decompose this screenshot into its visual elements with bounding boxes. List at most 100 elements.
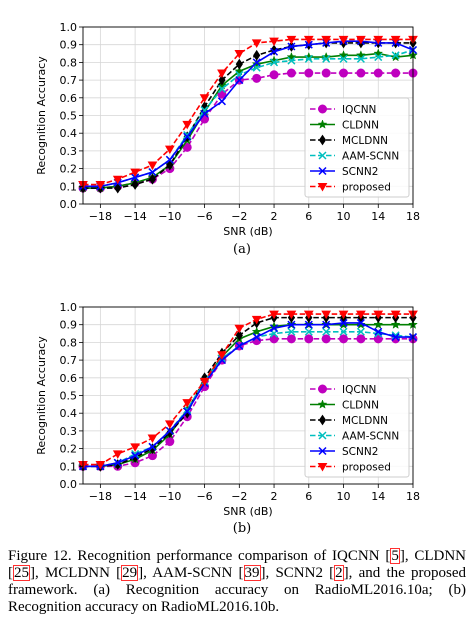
legend-swatch-marker <box>317 399 328 409</box>
legend-swatch-marker <box>317 183 328 192</box>
data-point <box>391 51 400 60</box>
data-point <box>287 56 296 65</box>
legend-item: AAM-SCNN <box>310 431 399 443</box>
data-point <box>391 333 400 342</box>
panel-label: (b) <box>233 521 251 536</box>
x-tick-label: −6 <box>196 210 212 223</box>
x-tick-label: 18 <box>406 490 420 503</box>
legend-label: CLDNN <box>342 400 379 412</box>
data-point <box>322 327 331 336</box>
legend-swatch-marker <box>318 166 327 176</box>
x-tick-label: 18 <box>406 210 420 223</box>
data-point <box>373 35 384 45</box>
x-tick-label: −2 <box>231 210 247 223</box>
legend-swatch-marker <box>318 134 327 146</box>
data-point <box>148 442 157 451</box>
legend-item: proposed <box>310 462 391 474</box>
data-point <box>217 69 227 79</box>
y-tick-label: 0.7 <box>60 74 78 87</box>
data-point <box>321 68 331 78</box>
citation-link-39[interactable]: 39 <box>243 565 261 581</box>
data-point <box>95 461 106 470</box>
citation-link-25[interactable]: 25 <box>13 565 30 581</box>
y-tick-label: 0.8 <box>60 336 78 349</box>
data-point <box>391 68 401 78</box>
data-point <box>355 50 366 60</box>
data-point <box>199 94 210 103</box>
data-point <box>147 161 158 171</box>
data-point <box>252 333 261 342</box>
data-point <box>114 182 122 194</box>
data-point <box>269 334 279 344</box>
citation-link-5[interactable]: 5 <box>390 548 400 564</box>
data-point <box>165 437 175 447</box>
legend-item: IQCNN <box>310 384 376 396</box>
x-tick-label: −6 <box>196 490 212 503</box>
legend-label: proposed <box>342 182 391 194</box>
y-tick-label: 0.3 <box>60 425 78 438</box>
legend-label: IQCNN <box>342 104 376 116</box>
y-tick-label: 0.0 <box>60 198 78 211</box>
data-point <box>183 132 192 141</box>
data-point <box>373 48 384 58</box>
data-point <box>235 58 243 70</box>
data-point <box>390 310 401 320</box>
x-tick-label: 2 <box>271 490 278 503</box>
y-tick-label: 0.0 <box>60 478 78 491</box>
x-tick-label: 2 <box>271 210 278 223</box>
y-tick-label: 0.6 <box>60 92 78 105</box>
legend-swatch-marker <box>317 119 328 129</box>
data-point <box>338 310 349 320</box>
y-tick-label: 0.6 <box>60 372 78 385</box>
data-point <box>356 68 366 78</box>
y-tick-label: 0.9 <box>60 319 78 332</box>
data-point <box>217 351 227 360</box>
data-point <box>339 68 349 78</box>
data-point <box>374 327 383 336</box>
data-point <box>287 327 296 336</box>
legend-label: AAM-SCNN <box>342 431 399 443</box>
legend-item: MCLDNN <box>310 134 388 147</box>
data-point <box>251 39 262 48</box>
legend-item: SCNN2 <box>310 446 378 458</box>
data-point <box>287 42 296 51</box>
data-point <box>338 50 349 60</box>
citation-link-29[interactable]: 29 <box>121 565 139 581</box>
data-point <box>286 51 297 62</box>
y-tick-label: 0.4 <box>60 407 78 420</box>
caption-text-2: , MCLDNN <box>35 565 117 581</box>
y-tick-label: 0.1 <box>60 460 78 473</box>
data-point <box>356 310 366 320</box>
data-point <box>235 76 244 85</box>
data-point <box>286 310 297 320</box>
legend-swatch-marker <box>318 151 327 160</box>
data-point <box>253 49 261 61</box>
y-tick-label: 1.0 <box>60 21 78 34</box>
data-point <box>373 310 384 320</box>
data-point <box>373 334 383 344</box>
data-point <box>147 434 158 443</box>
data-point <box>304 320 313 329</box>
citation-link-2[interactable]: 2 <box>334 565 344 581</box>
data-point <box>339 334 349 344</box>
data-point <box>356 54 365 63</box>
data-point <box>182 120 193 130</box>
series-scnn2 <box>78 37 418 191</box>
data-point <box>270 58 279 67</box>
legend: IQCNN CLDNN MCLDNN AAM-SCNN SCNN2 proposed <box>304 377 410 478</box>
series-line <box>83 40 414 188</box>
data-point <box>131 173 140 182</box>
legend-item: AAM-SCNN <box>310 151 399 163</box>
data-point <box>112 175 123 185</box>
caption-text-4: , SCNN2 <box>265 565 330 581</box>
x-tick-label: −10 <box>158 490 181 503</box>
data-point <box>234 324 245 334</box>
data-point <box>286 334 296 344</box>
data-point <box>166 159 174 171</box>
data-point <box>251 326 262 336</box>
x-axis-label: SNR (dB) <box>223 505 272 518</box>
x-tick-label: −18 <box>89 210 112 223</box>
data-point <box>303 35 314 45</box>
x-tick-label: −18 <box>89 490 112 503</box>
x-tick-label: 10 <box>337 490 351 503</box>
